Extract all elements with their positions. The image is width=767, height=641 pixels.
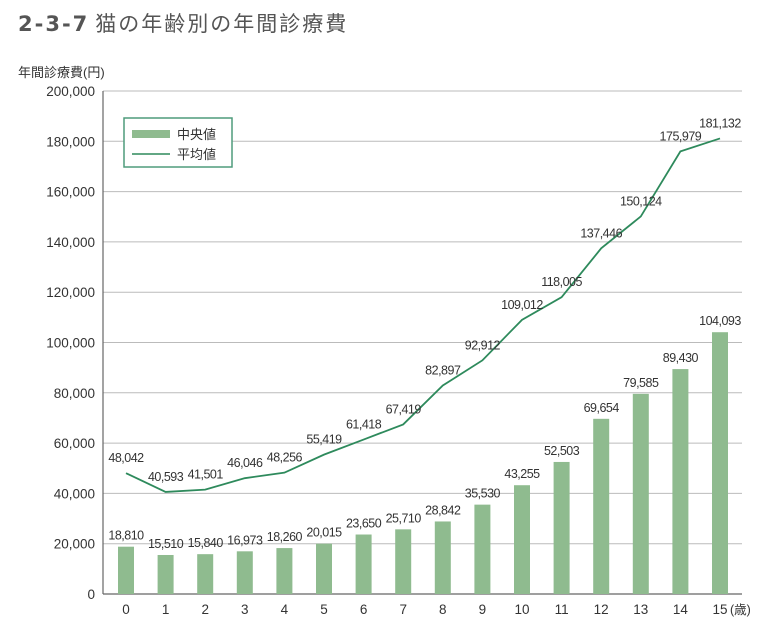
bar-data-label: 15,510	[148, 537, 184, 551]
line-data-label: 41,501	[188, 468, 224, 482]
y-tick-label: 140,000	[46, 235, 95, 250]
x-tick-label: 8	[439, 602, 447, 617]
bar-data-label: 15,840	[188, 536, 224, 550]
x-tick-label: 0	[122, 602, 130, 617]
x-tick-label: 6	[360, 602, 368, 617]
x-tick-label: 15	[712, 602, 727, 617]
line-data-label: 48,256	[267, 451, 303, 465]
x-tick-label: 7	[399, 602, 407, 617]
x-tick-label: 11	[555, 602, 569, 617]
bar-data-label: 52,503	[544, 444, 580, 458]
x-unit-label: (歳)	[730, 603, 751, 617]
bar-data-label: 89,430	[663, 351, 699, 365]
line-data-label: 118,005	[541, 275, 582, 289]
line-data-label: 175,979	[660, 129, 702, 143]
title-text: 猫の年齢別の年間診療費	[95, 12, 349, 36]
bar-data-label: 35,530	[465, 487, 501, 501]
chart-title: 2-3-7 猫の年齢別の年間診療費	[18, 8, 348, 38]
bar-data-label: 43,255	[504, 467, 540, 481]
bar	[118, 546, 134, 594]
y-tick-label: 120,000	[46, 285, 95, 300]
line-data-label: 48,042	[108, 451, 144, 465]
y-tick-label: 100,000	[46, 336, 95, 351]
x-tick-label: 14	[673, 602, 689, 617]
bar-data-label: 79,585	[623, 376, 659, 390]
line-data-label: 150,124	[620, 194, 662, 208]
bar	[434, 521, 451, 594]
bar	[553, 461, 570, 594]
y-tick-label: 0	[87, 587, 95, 602]
x-tick-label: 9	[479, 602, 487, 617]
y-tick-label: 200,000	[46, 84, 95, 99]
y-tick-label: 60,000	[54, 436, 95, 451]
y-tick-label: 180,000	[46, 134, 95, 149]
x-tick-label: 5	[320, 602, 328, 617]
bar-data-label: 18,810	[108, 529, 144, 543]
bar-data-label: 23,650	[346, 517, 382, 531]
x-tick-label: 3	[241, 602, 249, 617]
bar	[395, 529, 412, 594]
y-axis-label: 年間診療費(円)	[18, 65, 105, 80]
line-data-label: 181,132	[699, 116, 741, 130]
line-data-label: 109,012	[501, 298, 543, 312]
bar-data-label: 16,973	[227, 533, 263, 547]
y-tick-label: 20,000	[54, 537, 95, 552]
x-tick-label: 12	[594, 602, 609, 617]
legend-bar-swatch	[132, 130, 170, 138]
bar-data-label: 25,710	[386, 511, 422, 525]
bar	[197, 554, 214, 594]
bar-data-label: 18,260	[267, 530, 303, 544]
legend-bar-label: 中央値	[177, 127, 216, 142]
bar	[276, 548, 293, 594]
x-tick-label: 1	[162, 602, 170, 617]
line-data-label: 46,046	[227, 456, 263, 470]
bar	[593, 418, 610, 594]
bar-data-label: 28,842	[425, 503, 461, 517]
x-tick-label: 4	[281, 602, 289, 617]
line-data-label: 55,419	[306, 433, 342, 447]
y-tick-label: 160,000	[46, 185, 95, 200]
x-tick-label: 13	[633, 602, 648, 617]
line-data-label: 40,593	[148, 470, 184, 484]
bar	[514, 485, 530, 594]
bar-data-label: 104,093	[699, 314, 741, 328]
bar-data-label: 69,654	[584, 401, 620, 415]
bar-data-label: 20,015	[306, 526, 342, 540]
bar	[236, 551, 253, 594]
title-number: 2-3-7	[18, 12, 90, 36]
line-data-label: 137,446	[580, 226, 622, 240]
x-tick-label: 2	[201, 602, 209, 617]
x-tick-label: 10	[514, 602, 529, 617]
bar	[355, 534, 372, 594]
bar	[712, 332, 728, 594]
y-tick-label: 80,000	[54, 386, 95, 401]
line-data-label: 61,418	[346, 418, 382, 432]
legend-box	[123, 117, 233, 168]
bar	[672, 369, 689, 594]
y-tick-label: 40,000	[54, 486, 95, 501]
mean-line	[125, 137, 721, 493]
line-data-label: 67,419	[386, 402, 422, 416]
legend: 中央値 平均値	[123, 117, 233, 168]
legend-line-label: 平均値	[177, 147, 216, 162]
bar	[474, 504, 491, 594]
line-data-label: 92,912	[465, 338, 501, 352]
bar	[316, 543, 332, 594]
line-data-label: 82,897	[425, 364, 461, 378]
bar	[632, 393, 649, 594]
bar	[157, 554, 174, 594]
